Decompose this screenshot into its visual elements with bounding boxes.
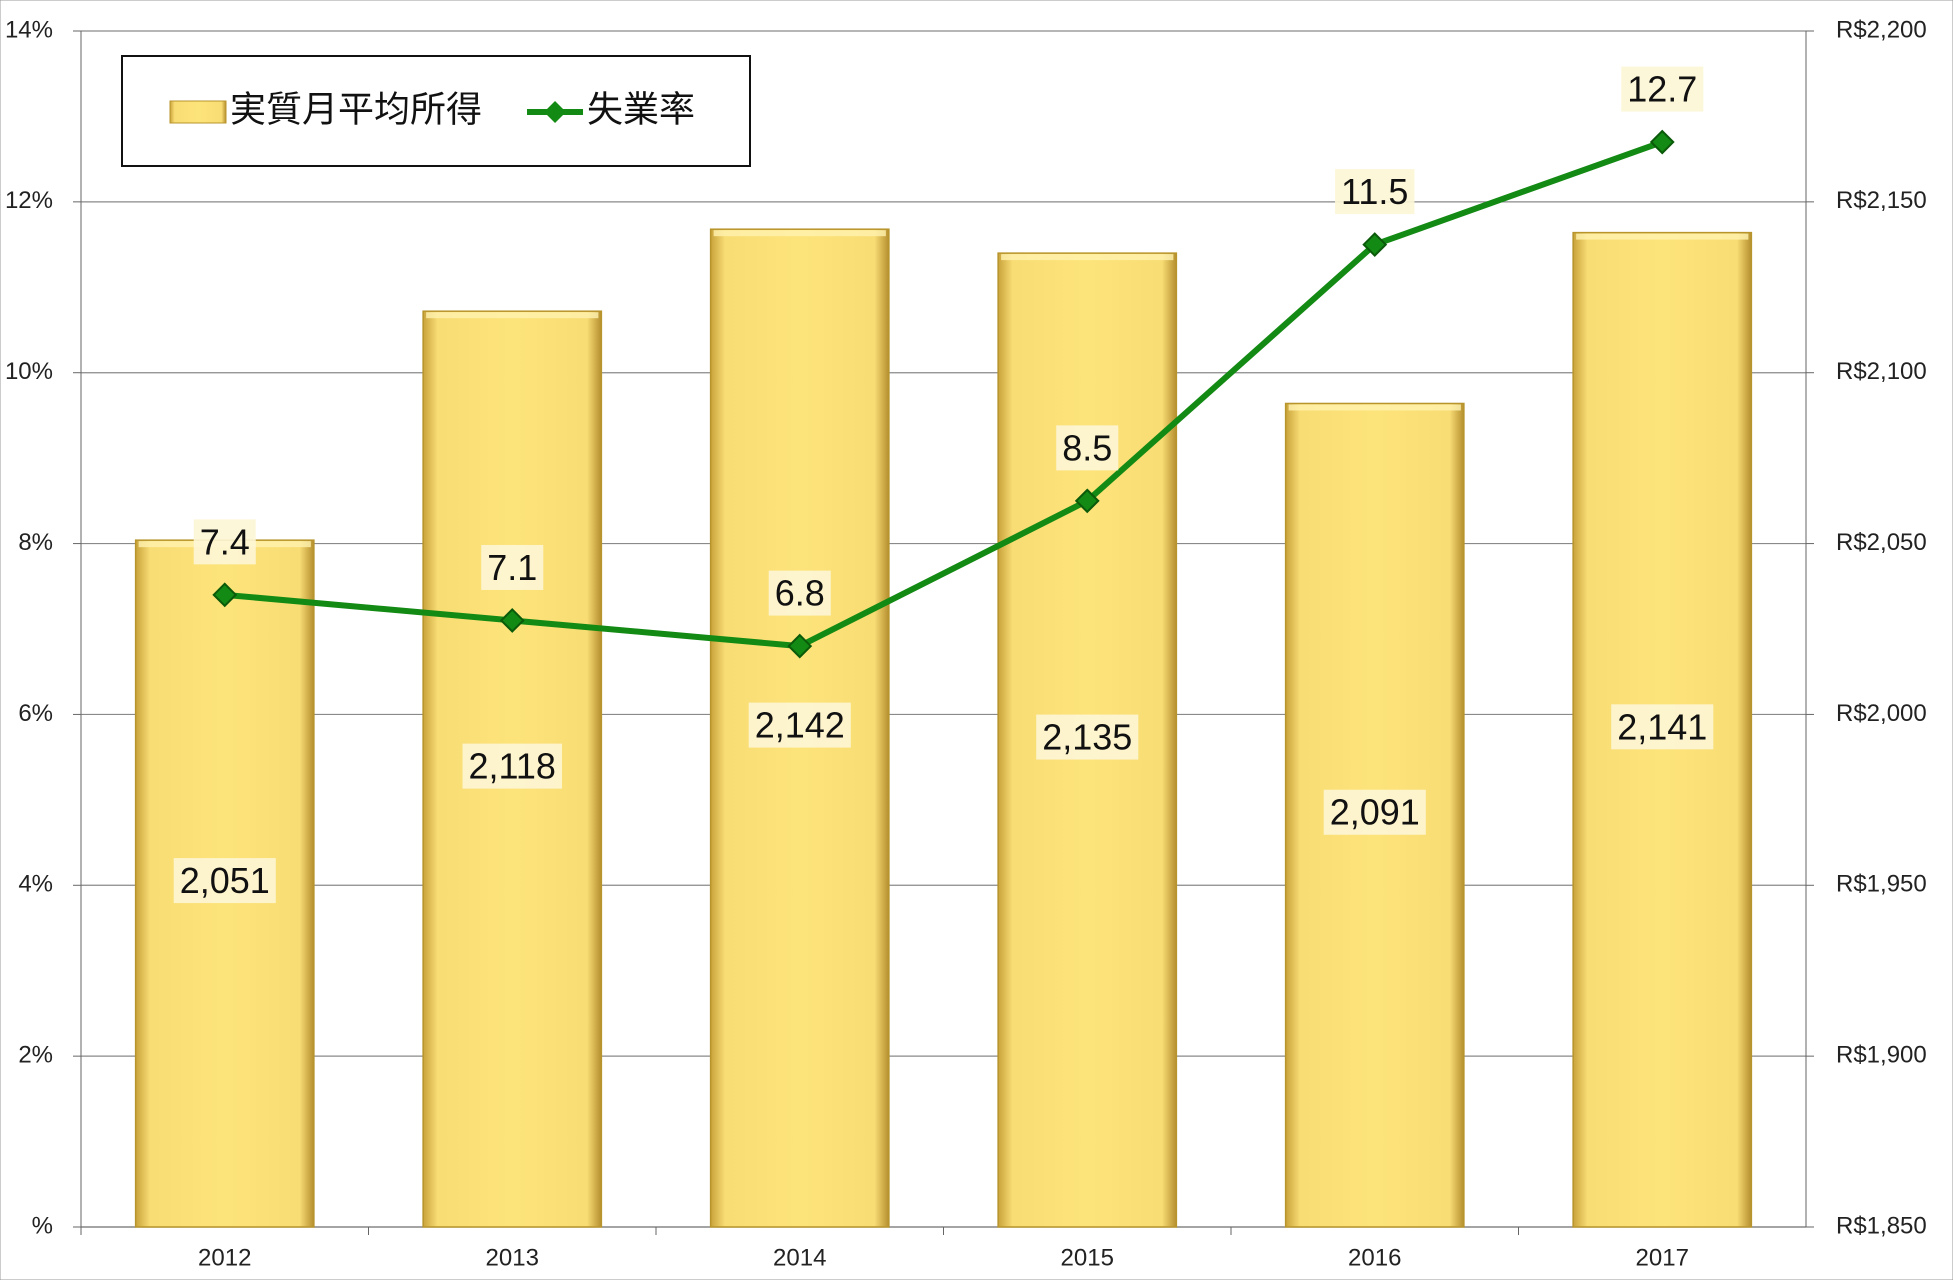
y-tick-label: 8% <box>18 529 53 556</box>
value-label: 2,091 <box>1330 792 1420 833</box>
y-tick-label: % <box>32 1212 53 1239</box>
value-label: 2,142 <box>755 705 845 746</box>
x-tick-label: 2017 <box>1636 1244 1689 1271</box>
y-tick-label: 10% <box>5 358 53 385</box>
bar-top <box>713 230 886 237</box>
value-label-bg <box>1621 66 1704 112</box>
value-label-bg <box>1056 425 1119 471</box>
x-tick-label: 2015 <box>1061 1244 1114 1271</box>
value-label: 12.7 <box>1627 69 1697 110</box>
value-label: 2,135 <box>1042 717 1132 758</box>
value-label: 2,051 <box>180 860 270 901</box>
value-label-bg <box>173 858 276 904</box>
y-tick-label: 2% <box>18 1041 53 1068</box>
y2-tick-label: R$2,200 <box>1836 16 1927 43</box>
y-tick-label: 6% <box>18 700 53 727</box>
y-tick-label: 4% <box>18 871 53 898</box>
value-label: 7.4 <box>200 521 250 562</box>
y2-tick-label: R$1,850 <box>1836 1212 1927 1239</box>
marker <box>212 582 238 608</box>
value-label-bg <box>1036 714 1139 760</box>
y2-tick-label: R$2,050 <box>1836 529 1927 556</box>
value-label: 2,118 <box>469 746 556 787</box>
value-label: 8.5 <box>1062 427 1112 468</box>
value-label: 7.1 <box>487 547 537 588</box>
value-label-bg <box>1323 789 1426 835</box>
value-label: 6.8 <box>775 573 825 614</box>
line <box>224 139 1664 650</box>
y-tick-label: 14% <box>5 16 53 43</box>
value-label-bg <box>481 544 544 590</box>
marker <box>1362 232 1388 257</box>
value-label: 2,141 <box>1617 706 1707 747</box>
bar-top <box>426 312 599 319</box>
bar-top <box>1576 233 1749 240</box>
x-tick-label: 2012 <box>198 1244 251 1271</box>
x-tick-label: 2014 <box>773 1244 826 1271</box>
marker <box>1649 129 1675 155</box>
legend-box <box>121 55 751 167</box>
legend: 実質月平均所得 失業率 <box>121 55 751 167</box>
value-label-bg <box>1335 169 1415 215</box>
value-label-bg <box>748 702 851 748</box>
marker <box>787 633 813 659</box>
y-tick-label: 12% <box>5 187 53 214</box>
bar-top <box>1001 254 1174 261</box>
value-label-bg <box>1611 704 1714 750</box>
y2-tick-label: R$2,100 <box>1836 358 1927 385</box>
bar-top <box>1288 404 1461 411</box>
marker <box>1074 488 1100 514</box>
legend-swatch <box>169 100 227 124</box>
value-label-bg <box>462 743 562 789</box>
x-tick-label: 2013 <box>486 1244 539 1271</box>
value-label: 11.5 <box>1341 171 1408 212</box>
y2-tick-label: R$2,150 <box>1836 187 1927 214</box>
x-tick-label: 2016 <box>1348 1244 1401 1271</box>
y2-tick-label: R$1,900 <box>1836 1041 1927 1068</box>
legend-marker <box>544 101 567 123</box>
marker <box>499 608 525 633</box>
y2-tick-label: R$1,950 <box>1836 871 1927 898</box>
y2-tick-label: R$2,000 <box>1836 700 1927 727</box>
value-label-bg <box>193 519 256 565</box>
legend-label: 実質月平均所得 <box>230 89 482 130</box>
legend-label: 失業率 <box>587 89 695 130</box>
value-label-bg <box>768 570 831 616</box>
